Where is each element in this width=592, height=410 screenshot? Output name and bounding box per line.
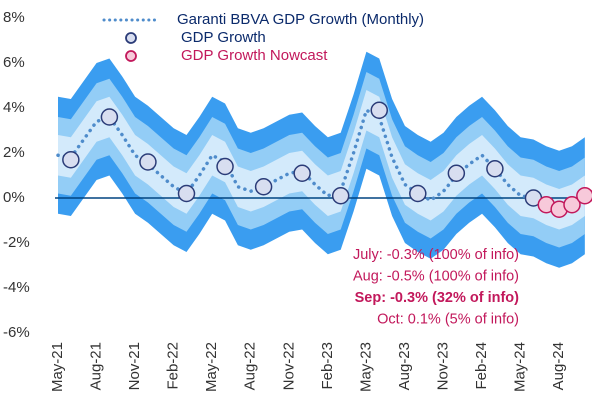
y-tick-label: 2%	[3, 144, 25, 161]
gdp-point	[370, 101, 388, 119]
annotation: July: -0.3% (100% of info)	[353, 247, 519, 263]
x-tick-label: May-24	[512, 342, 529, 392]
x-tick-label: Nov-22	[280, 342, 297, 390]
annotation: Aug: -0.5% (100% of info)	[353, 268, 519, 284]
gdp-point	[177, 184, 196, 203]
legend-swatch	[125, 50, 137, 62]
x-tick-label: Feb-22	[165, 342, 182, 390]
x-tick-label: May-22	[203, 342, 220, 392]
annotation: Oct: 0.1% (5% of info)	[377, 311, 519, 327]
gdp-point	[447, 164, 466, 182]
legend-swatch	[125, 32, 137, 44]
gdp-point	[563, 196, 581, 214]
gdp-point	[100, 108, 119, 126]
legend-label: GDP Growth	[181, 29, 266, 46]
x-tick-label: Feb-24	[473, 342, 490, 390]
y-tick-label: 8%	[3, 9, 25, 26]
gdp-point	[486, 160, 504, 178]
gdp-point	[293, 164, 311, 182]
legend-label: GDP Growth Nowcast	[181, 47, 328, 64]
x-tick-label: Nov-23	[434, 342, 451, 390]
x-tick-label: Feb-23	[319, 342, 336, 390]
x-tick-label: Aug-21	[88, 342, 105, 390]
x-tick-label: Aug-22	[242, 342, 259, 390]
x-tick-label: Aug-24	[550, 342, 567, 390]
y-tick-label: -4%	[3, 279, 30, 296]
x-tick-label: May-23	[357, 342, 374, 392]
y-tick-label: 6%	[3, 54, 25, 71]
x-tick-label: Aug-23	[396, 342, 413, 390]
gdp-point	[576, 187, 592, 205]
gdp-point	[62, 151, 80, 169]
y-tick-label: 0%	[3, 189, 25, 206]
x-tick-label: May-21	[49, 342, 66, 392]
y-tick-label: -2%	[3, 234, 30, 251]
gdp-point	[139, 153, 157, 171]
gdp-point	[331, 187, 350, 205]
gdp-point	[216, 157, 234, 176]
gdp-point	[254, 178, 273, 196]
y-tick-label: -6%	[3, 324, 30, 341]
legend-label: Garanti BBVA GDP Growth (Monthly)	[177, 11, 424, 28]
x-tick-label: Nov-21	[126, 342, 143, 390]
annotation: Sep: -0.3% (32% of info)	[355, 290, 520, 306]
gdp-point	[409, 184, 427, 203]
y-tick-label: 4%	[3, 99, 25, 116]
